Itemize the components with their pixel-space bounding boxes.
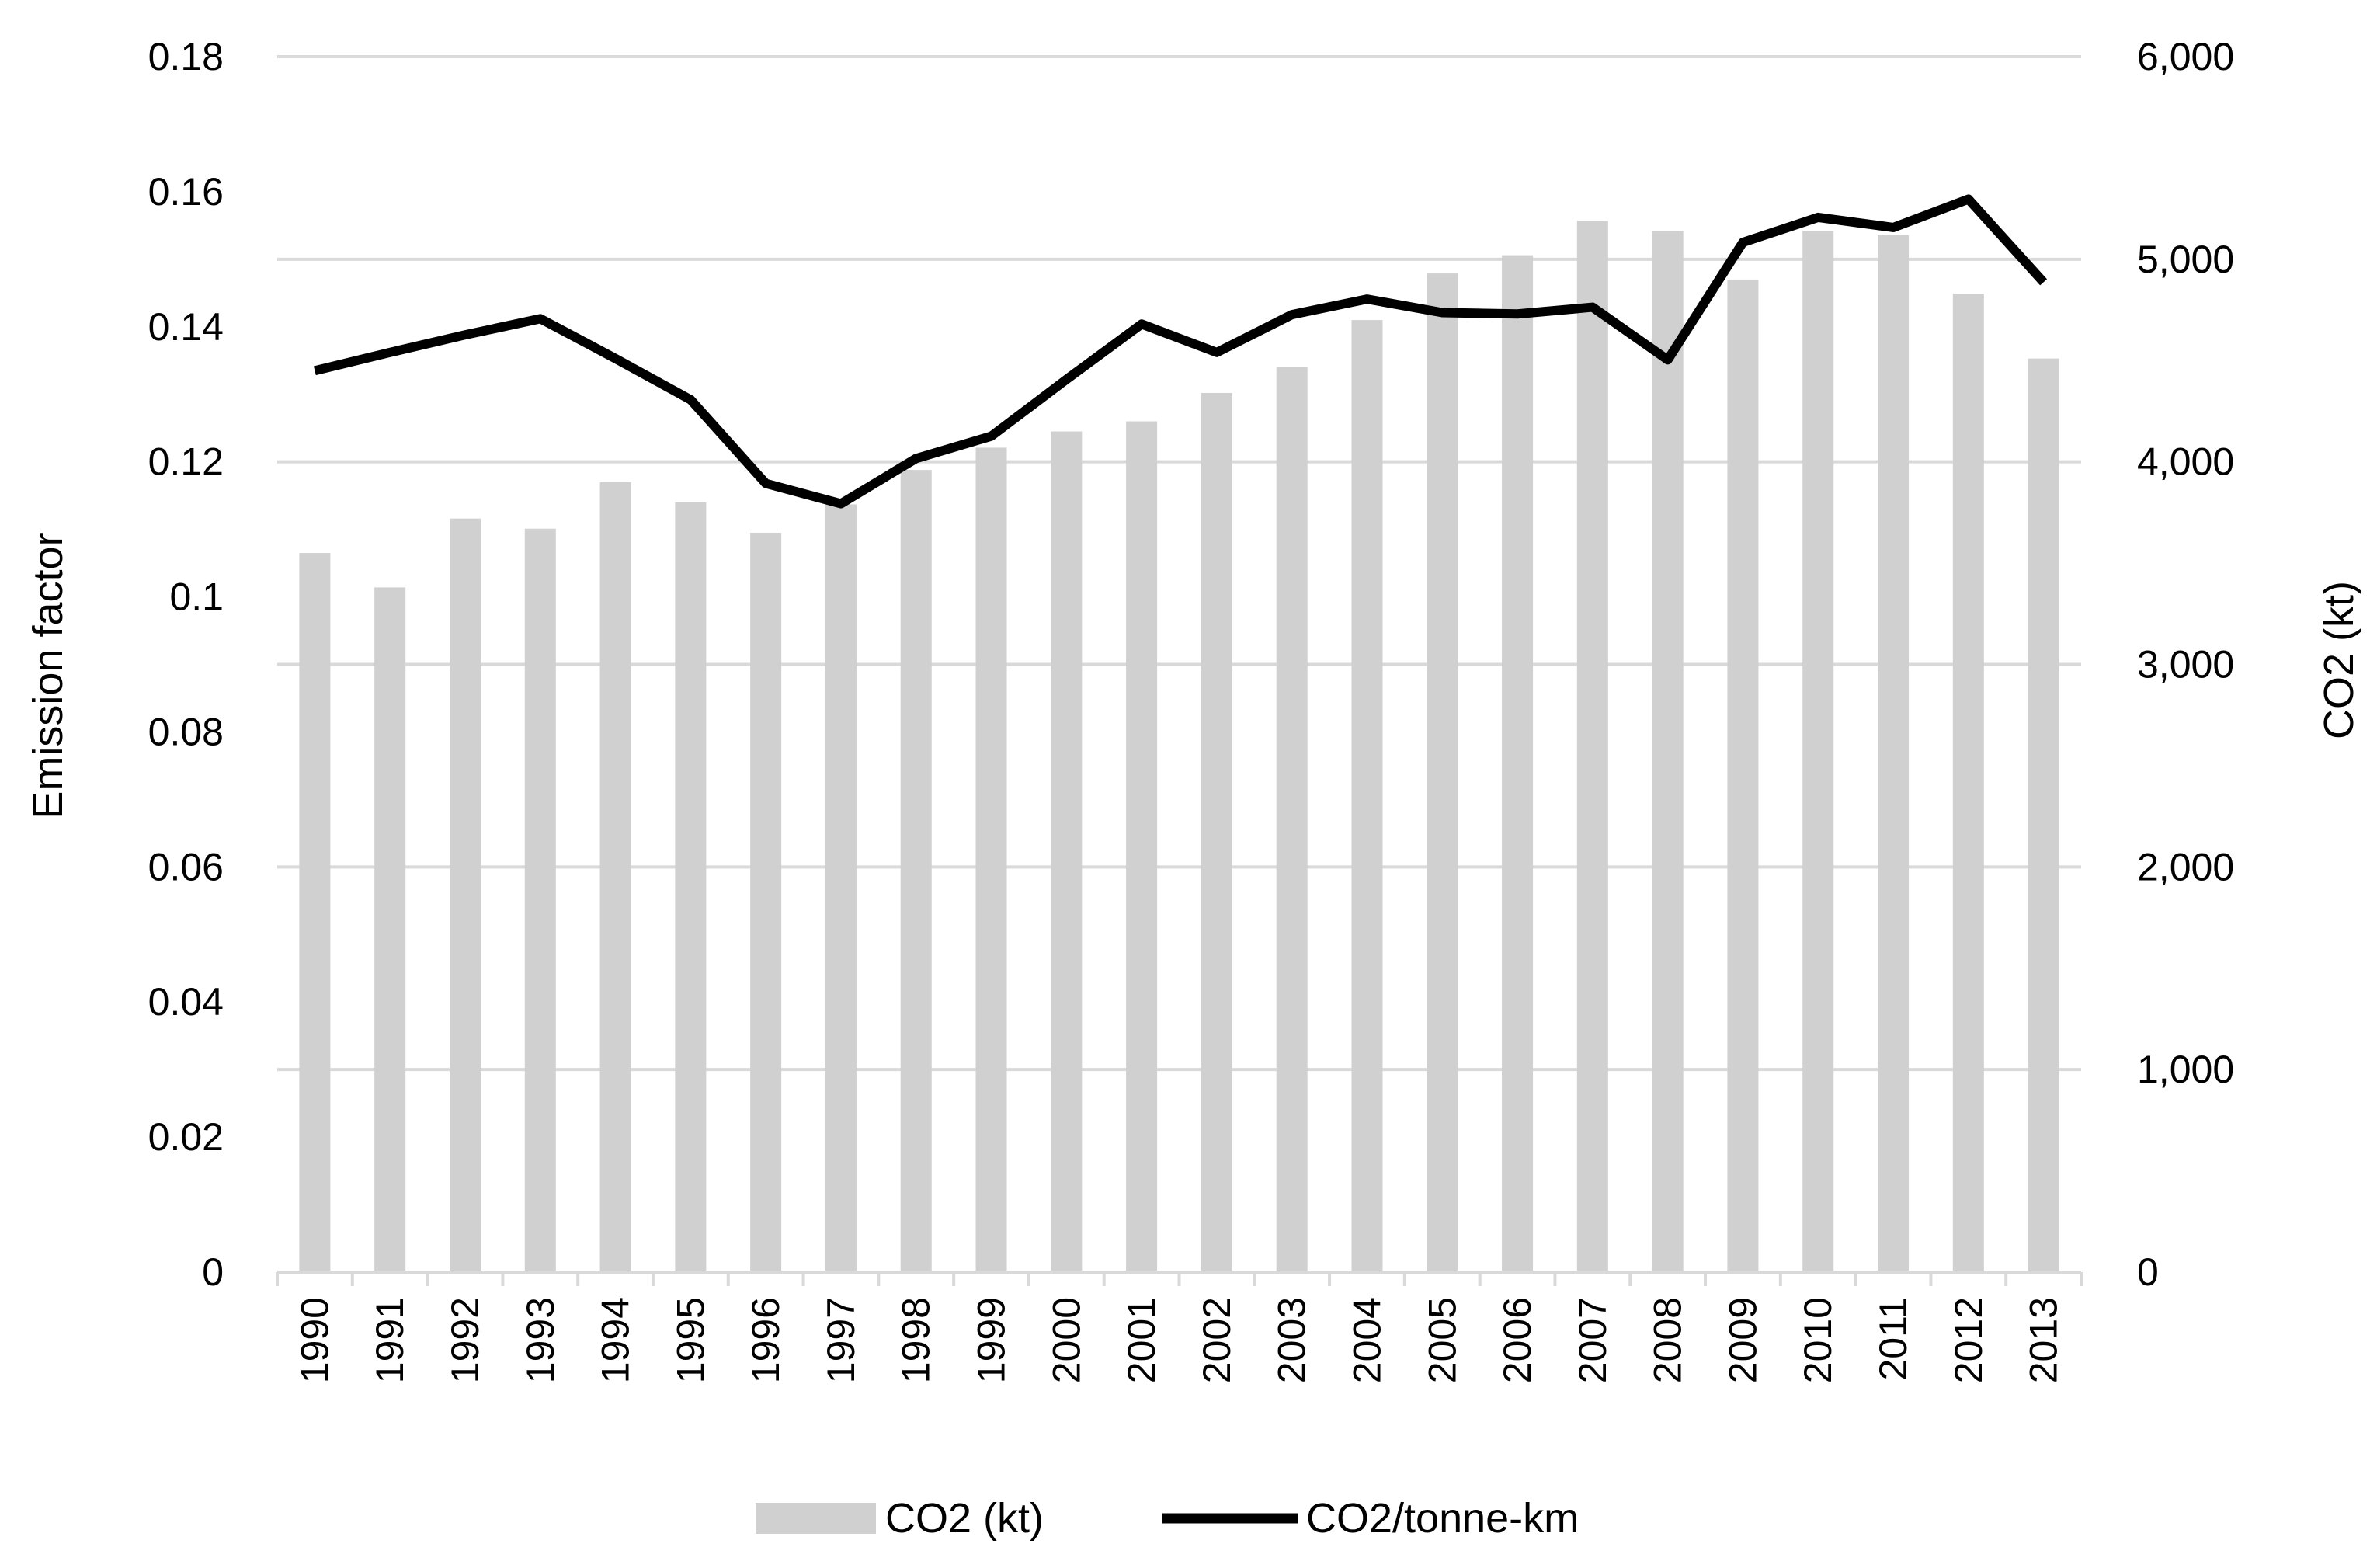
bar	[1276, 367, 1308, 1273]
x-tick-label: 2012	[1947, 1297, 1990, 1383]
bar	[2028, 358, 2059, 1273]
x-tick-label: 2005	[1420, 1297, 1464, 1383]
right-tick-label: 2,000	[2137, 845, 2234, 888]
bar	[299, 553, 331, 1272]
bar	[1201, 392, 1232, 1272]
left-tick-label: 0.16	[148, 170, 224, 214]
left-tick-label: 0	[202, 1250, 224, 1294]
x-axis-ticks: 1990 1991 1992 1993 1994 1995 1996 1997 1998 1999…	[293, 1297, 2065, 1383]
bar	[675, 502, 707, 1272]
gridlines	[277, 55, 2081, 1072]
left-tick-label: 0.12	[148, 440, 224, 484]
bar	[1351, 320, 1383, 1272]
x-tick-label: 1998	[895, 1297, 938, 1383]
bar	[524, 528, 556, 1272]
bar	[1802, 231, 1834, 1273]
x-tick-label: 2011	[1871, 1297, 1915, 1381]
x-tick-label: 2000	[1044, 1297, 1088, 1383]
x-tick-label: 2003	[1270, 1297, 1314, 1383]
x-tick-label: 1993	[519, 1297, 562, 1383]
x-tick-label: 1992	[443, 1297, 487, 1383]
left-tick-label: 0.06	[148, 845, 224, 888]
x-tick-label: 1990	[293, 1297, 336, 1383]
legend-label-line: CO2/tonne-km	[1306, 1495, 1579, 1542]
bar	[1878, 235, 1910, 1272]
right-tick-label: 3,000	[2137, 643, 2234, 687]
x-tick-label: 1991	[368, 1297, 412, 1383]
bar	[599, 482, 631, 1272]
left-axis-ticks: 0 0.02 0.04 0.06 0.08 0.1 0.12 0.14 0.16 0.18	[148, 35, 224, 1294]
right-axis-ticks: 0 1,000 2,000 3,000 4,000 5,000 6,000	[2137, 35, 2234, 1294]
left-tick-label: 0.14	[148, 305, 224, 349]
bar	[1952, 294, 1984, 1272]
x-axis	[276, 1271, 2083, 1286]
x-tick-label: 2010	[1796, 1297, 1840, 1383]
series-line	[313, 194, 2048, 509]
bar	[750, 532, 782, 1272]
left-tick-label: 0.1	[169, 575, 224, 619]
x-tick-label: 2007	[1571, 1297, 1614, 1383]
left-tick-label: 0.04	[148, 980, 224, 1024]
x-tick-label: 2004	[1345, 1297, 1388, 1383]
left-axis-title: Emission factor	[25, 532, 71, 819]
bar	[1427, 273, 1458, 1272]
line-series	[313, 194, 2048, 509]
left-tick-label: 0.18	[148, 35, 224, 78]
x-tick-label: 2013	[2022, 1297, 2066, 1383]
right-axis-title: CO2 (kt)	[2316, 581, 2362, 739]
x-tick-label: 2006	[1496, 1297, 1539, 1383]
x-tick-label: 1995	[669, 1297, 712, 1383]
x-tick-label: 2008	[1646, 1297, 1690, 1383]
right-tick-label: 4,000	[2137, 440, 2234, 484]
bar	[1502, 255, 1534, 1272]
x-tick-label: 2009	[1721, 1297, 1764, 1383]
bar	[825, 504, 857, 1272]
bar	[1727, 279, 1759, 1273]
bar	[1126, 421, 1158, 1272]
bar	[449, 518, 481, 1272]
x-tick-label: 2001	[1120, 1297, 1163, 1383]
left-tick-label: 0.02	[148, 1115, 224, 1159]
x-tick-label: 1996	[744, 1297, 787, 1383]
bar	[975, 447, 1007, 1272]
right-tick-label: 5,000	[2137, 238, 2234, 281]
bar-series	[299, 221, 2059, 1273]
x-tick-label: 1994	[594, 1297, 638, 1383]
right-tick-label: 0	[2137, 1250, 2159, 1294]
left-tick-label: 0.08	[148, 710, 224, 753]
legend-swatch-bar	[756, 1503, 876, 1534]
bar	[900, 470, 932, 1272]
bar	[1051, 431, 1083, 1272]
legend: CO2 (kt) CO2/tonne-km	[756, 1495, 1579, 1542]
right-tick-label: 1,000	[2137, 1048, 2234, 1091]
x-tick-label: 2002	[1195, 1297, 1239, 1383]
x-tick-label: 1997	[819, 1297, 863, 1383]
bar	[1652, 231, 1684, 1273]
x-tick-label: 1999	[970, 1297, 1013, 1383]
bar	[374, 587, 406, 1272]
legend-label-bar: CO2 (kt)	[885, 1495, 1044, 1542]
bar	[1576, 221, 1608, 1272]
right-tick-label: 6,000	[2137, 35, 2234, 78]
